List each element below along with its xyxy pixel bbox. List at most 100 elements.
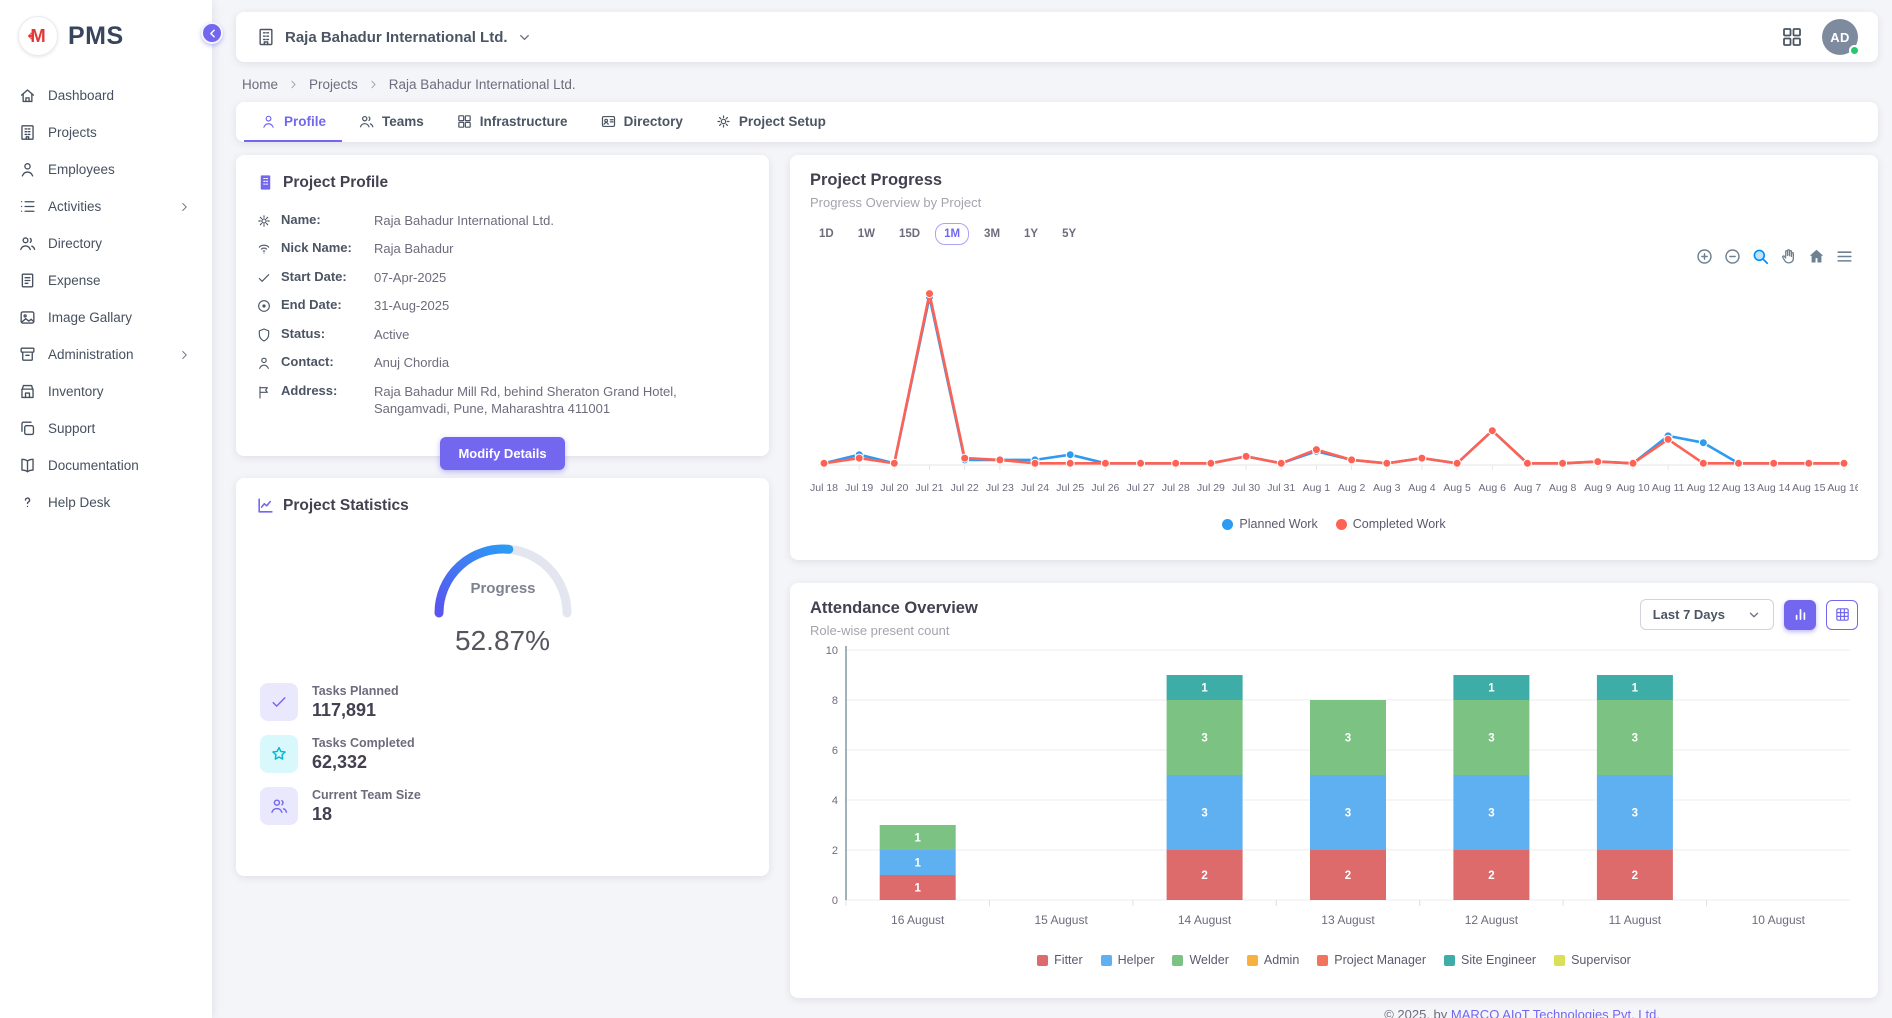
tab-directory[interactable]: Directory: [584, 102, 699, 142]
range-button-15d[interactable]: 15D: [890, 223, 929, 245]
profile-field: Status:Active: [256, 320, 749, 349]
chart-title: Project Progress: [810, 171, 1858, 190]
range-button-1m[interactable]: 1M: [935, 223, 969, 245]
stat-value: 117,891: [312, 700, 399, 721]
svg-text:1: 1: [915, 833, 922, 845]
zoom-in-icon[interactable]: [1695, 247, 1714, 266]
breadcrumb-item: Raja Bahadur International Ltd.: [389, 77, 576, 92]
building-icon: [18, 123, 37, 142]
check-icon: [256, 270, 272, 286]
sidebar-item-directory[interactable]: Directory: [0, 226, 212, 261]
grid-icon: [1780, 25, 1804, 49]
topbar-actions: AD: [1780, 19, 1858, 55]
table-icon: [1834, 606, 1851, 623]
range-button-3m[interactable]: 3M: [975, 223, 1009, 245]
tab-profile[interactable]: Profile: [244, 102, 342, 142]
profile-field: Nick Name:Raja Bahadur: [256, 235, 749, 264]
bar-chart-plot[interactable]: 024681016 August11115 August14 August233…: [810, 638, 1858, 940]
legend-label: Site Engineer: [1461, 953, 1536, 967]
table-view-toggle-button[interactable]: [1826, 600, 1858, 630]
sidebar-item-administration[interactable]: Administration: [0, 337, 212, 372]
sidebar-item-documentation[interactable]: Documentation: [0, 448, 212, 483]
field-value: Anuj Chordia: [374, 354, 449, 372]
legend-item-admin[interactable]: Admin: [1247, 953, 1299, 967]
sidebar-item-employees[interactable]: Employees: [0, 152, 212, 187]
gear-icon: [256, 213, 272, 229]
sidebar-item-image-gallary[interactable]: Image Gallary: [0, 300, 212, 335]
legend-item-welder[interactable]: Welder: [1172, 953, 1228, 967]
shield-icon: [256, 327, 272, 343]
sidebar-item-label: Inventory: [48, 384, 104, 399]
legend-item-fitter[interactable]: Fitter: [1037, 953, 1082, 967]
range-button-1w[interactable]: 1W: [849, 223, 884, 245]
sidebar-item-projects[interactable]: Projects: [0, 115, 212, 150]
svg-text:3: 3: [1488, 733, 1494, 745]
pan-icon[interactable]: [1779, 247, 1798, 266]
sidebar-item-support[interactable]: Support: [0, 411, 212, 446]
selection-zoom-icon[interactable]: [1751, 247, 1770, 266]
stat-text: Tasks Completed62,332: [312, 736, 415, 773]
svg-text:13 August: 13 August: [1321, 913, 1375, 927]
legend-item-site-engineer[interactable]: Site Engineer: [1444, 953, 1536, 967]
range-button-5y[interactable]: 5Y: [1053, 223, 1085, 245]
legend-item-project-manager[interactable]: Project Manager: [1317, 953, 1426, 967]
svg-text:2: 2: [1201, 870, 1207, 882]
sidebar-item-label: Help Desk: [48, 495, 110, 510]
chart-line-icon: [256, 496, 275, 515]
user-icon: [18, 160, 37, 179]
legend-item-completed-work[interactable]: Completed Work: [1336, 517, 1446, 531]
sidebar-item-label: Activities: [48, 199, 101, 214]
legend-marker: [1554, 955, 1565, 966]
legend-item-supervisor[interactable]: Supervisor: [1554, 953, 1631, 967]
sidebar-item-help-desk[interactable]: Help Desk: [0, 485, 212, 520]
apps-grid-button[interactable]: [1780, 25, 1804, 49]
flag-icon: [256, 384, 272, 400]
company-switcher[interactable]: Raja Bahadur International Ltd.: [256, 27, 532, 47]
menu-icon[interactable]: [1835, 247, 1854, 266]
sidebar-item-expense[interactable]: Expense: [0, 263, 212, 298]
home-icon: [18, 86, 37, 105]
legend-item-planned-work[interactable]: Planned Work: [1222, 517, 1317, 531]
svg-text:Aug 3: Aug 3: [1373, 482, 1401, 494]
building-icon: [256, 173, 275, 192]
breadcrumb-item[interactable]: Home: [242, 77, 278, 92]
gear-icon: [715, 113, 732, 130]
reset-zoom-home-icon[interactable]: [1807, 247, 1826, 266]
brand[interactable]: M PMS: [0, 0, 212, 76]
check-icon-badge: [260, 683, 298, 721]
range-dropdown[interactable]: Last 7 Days: [1640, 599, 1774, 630]
svg-text:Aug 11: Aug 11: [1652, 482, 1685, 494]
svg-text:Aug 8: Aug 8: [1549, 482, 1577, 494]
sidebar-item-dashboard[interactable]: Dashboard: [0, 78, 212, 113]
tab-infrastructure[interactable]: Infrastructure: [440, 102, 584, 142]
footer-copyright: © 2025, by: [1384, 1007, 1447, 1018]
sidebar-item-inventory[interactable]: Inventory: [0, 374, 212, 409]
receipt-icon: [18, 271, 37, 290]
range-button-1d[interactable]: 1D: [810, 223, 843, 245]
avatar[interactable]: AD: [1822, 19, 1858, 55]
svg-text:Aug 14: Aug 14: [1757, 482, 1790, 494]
svg-text:1: 1: [915, 883, 922, 895]
bar-view-toggle-button[interactable]: [1784, 600, 1816, 630]
profile-field: Start Date:07-Apr-2025: [256, 263, 749, 292]
help-icon: [18, 493, 37, 512]
svg-text:Jul 21: Jul 21: [916, 482, 944, 494]
line-chart-plot[interactable]: Jul 18Jul 19Jul 20Jul 21Jul 22Jul 23Jul …: [810, 267, 1858, 504]
zoom-out-icon[interactable]: [1723, 247, 1742, 266]
range-button-1y[interactable]: 1Y: [1015, 223, 1047, 245]
modify-details-button[interactable]: Modify Details: [440, 437, 564, 470]
legend-label: Supervisor: [1571, 953, 1631, 967]
field-label: Name:: [281, 212, 365, 227]
legend-item-helper[interactable]: Helper: [1101, 953, 1155, 967]
sidebar-collapse-button[interactable]: [201, 22, 223, 44]
breadcrumb-item[interactable]: Projects: [309, 77, 358, 92]
tab-project-setup[interactable]: Project Setup: [699, 102, 842, 142]
star-icon-badge: [260, 735, 298, 773]
id-card-icon: [600, 113, 617, 130]
sidebar-item-activities[interactable]: Activities: [0, 189, 212, 224]
tab-teams[interactable]: Teams: [342, 102, 440, 142]
footer-company-link[interactable]: MARCO AIoT Technologies Pvt. Ltd.: [1451, 1007, 1660, 1018]
stat-value: 62,332: [312, 752, 415, 773]
stat-list: Tasks Planned117,891Tasks Completed62,33…: [256, 683, 749, 825]
users-icon-badge: [260, 787, 298, 825]
